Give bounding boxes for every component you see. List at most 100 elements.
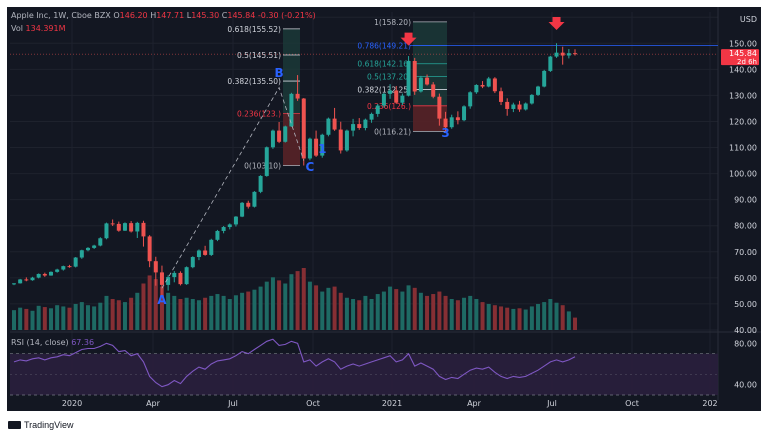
candle[interactable]	[443, 118, 448, 128]
candle[interactable]	[159, 272, 164, 285]
candle[interactable]	[388, 90, 393, 94]
candle[interactable]	[406, 61, 411, 96]
sell-arrow-icon[interactable]	[400, 32, 417, 46]
candle[interactable]	[215, 230, 220, 240]
candle[interactable]	[307, 138, 312, 159]
rsi-line[interactable]	[13, 338, 576, 388]
candle[interactable]	[573, 53, 578, 55]
candle[interactable]	[332, 118, 337, 130]
candle[interactable]	[92, 245, 97, 248]
candle[interactable]	[61, 266, 66, 270]
candle[interactable]	[412, 61, 417, 92]
candle[interactable]	[116, 223, 121, 231]
candle[interactable]	[283, 126, 288, 142]
candle[interactable]	[523, 103, 528, 110]
candle[interactable]	[85, 247, 90, 251]
candle[interactable]	[166, 277, 171, 285]
candle[interactable]	[277, 130, 282, 142]
candle[interactable]	[437, 96, 442, 119]
candle[interactable]	[153, 261, 158, 273]
candle[interactable]	[375, 105, 380, 114]
candle[interactable]	[542, 70, 547, 87]
candle[interactable]	[184, 267, 189, 285]
candle[interactable]	[172, 272, 177, 278]
candle[interactable]	[42, 273, 47, 276]
candle[interactable]	[135, 222, 140, 232]
candle[interactable]	[36, 273, 41, 278]
candle[interactable]	[12, 283, 16, 285]
candle[interactable]	[548, 56, 553, 71]
symbol-title[interactable]: Apple Inc, 1W, Cboe BZX	[11, 11, 111, 20]
tradingview-logo[interactable]: TradingView	[8, 420, 74, 430]
candle[interactable]	[129, 223, 134, 232]
candle[interactable]	[178, 272, 183, 285]
candle[interactable]	[381, 93, 386, 106]
candle[interactable]	[492, 78, 497, 92]
candle[interactable]	[221, 227, 226, 231]
candle[interactable]	[104, 223, 109, 239]
candle[interactable]	[55, 269, 60, 272]
candle[interactable]	[270, 130, 275, 148]
candle[interactable]	[314, 138, 319, 156]
candle[interactable]	[529, 94, 534, 104]
candle[interactable]	[98, 238, 103, 246]
candle[interactable]	[240, 202, 245, 217]
candle[interactable]	[203, 250, 208, 255]
candle[interactable]	[431, 84, 436, 97]
candle[interactable]	[147, 236, 152, 262]
candle[interactable]	[326, 118, 331, 135]
candle[interactable]	[363, 119, 368, 128]
candle[interactable]	[455, 117, 460, 121]
candle[interactable]	[474, 84, 479, 93]
candle[interactable]	[338, 129, 343, 151]
candle[interactable]	[67, 266, 72, 268]
candle[interactable]	[264, 147, 269, 176]
candle[interactable]	[511, 104, 516, 109]
candle[interactable]	[289, 93, 294, 127]
candle[interactable]	[79, 250, 84, 258]
candle[interactable]	[73, 257, 78, 267]
candle[interactable]	[351, 124, 356, 131]
candle[interactable]	[110, 223, 115, 225]
candle[interactable]	[499, 91, 504, 102]
candle[interactable]	[18, 279, 23, 284]
candle[interactable]	[486, 78, 491, 87]
candle[interactable]	[301, 98, 306, 159]
candle[interactable]	[122, 223, 127, 231]
candle[interactable]	[30, 277, 35, 281]
candle[interactable]	[190, 257, 195, 268]
candle[interactable]	[344, 130, 349, 151]
sell-arrow-icon[interactable]	[548, 17, 565, 31]
candle[interactable]	[480, 84, 485, 87]
candle[interactable]	[252, 191, 257, 207]
candle[interactable]	[246, 202, 251, 207]
candle[interactable]	[48, 271, 53, 276]
last-price-tag[interactable]	[721, 49, 759, 66]
candle[interactable]	[233, 216, 238, 225]
candle[interactable]	[449, 117, 454, 128]
candle[interactable]	[462, 106, 467, 121]
candle[interactable]	[258, 175, 263, 192]
candle[interactable]	[418, 77, 423, 92]
candle[interactable]	[295, 93, 300, 99]
candle[interactable]	[196, 250, 201, 258]
candle[interactable]	[560, 52, 565, 56]
candle[interactable]	[24, 279, 29, 281]
candle[interactable]	[141, 222, 146, 237]
elliott-wave-path[interactable]	[161, 86, 305, 289]
candle[interactable]	[425, 77, 430, 85]
candle[interactable]	[505, 101, 510, 109]
candle[interactable]	[536, 86, 541, 95]
volume-label[interactable]: Vol	[11, 24, 23, 33]
candle[interactable]	[566, 53, 571, 56]
candle[interactable]	[517, 104, 522, 110]
candle[interactable]	[468, 92, 473, 107]
candle[interactable]	[209, 239, 214, 255]
candle[interactable]	[320, 134, 325, 156]
candle[interactable]	[369, 113, 374, 120]
candle[interactable]	[400, 95, 405, 103]
candle[interactable]	[394, 90, 399, 103]
rsi-label[interactable]: RSI (14, close)	[11, 338, 69, 347]
candle[interactable]	[357, 124, 362, 128]
